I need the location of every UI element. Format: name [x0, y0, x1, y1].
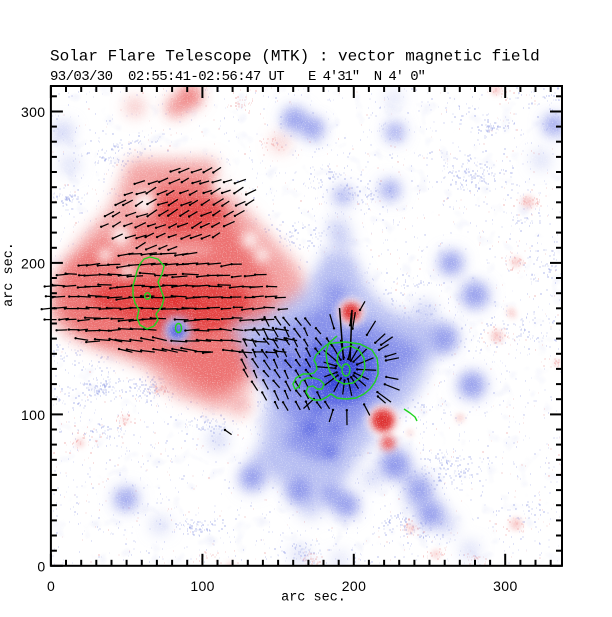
svg-text:200: 200 — [21, 255, 46, 271]
svg-text:arc sec.: arc sec. — [281, 591, 346, 606]
svg-text:200: 200 — [342, 578, 367, 594]
svg-text:arc sec.: arc sec. — [2, 242, 17, 307]
svg-text:Solar Flare Telescope (MTK) :: Solar Flare Telescope (MTK) : vector mag… — [50, 48, 540, 66]
svg-text:E 4'31" N 4' 0": E 4'31" N 4' 0" — [308, 69, 425, 85]
svg-text:300: 300 — [21, 104, 46, 120]
svg-text:93/03/30 02:55:41-02:56:47 UT: 93/03/30 02:55:41-02:56:47 UT — [50, 69, 284, 85]
svg-text:300: 300 — [493, 578, 518, 594]
svg-text:100: 100 — [190, 578, 215, 594]
svg-text:100: 100 — [21, 407, 46, 423]
svg-text:0: 0 — [37, 558, 45, 574]
svg-text:0: 0 — [47, 578, 55, 594]
